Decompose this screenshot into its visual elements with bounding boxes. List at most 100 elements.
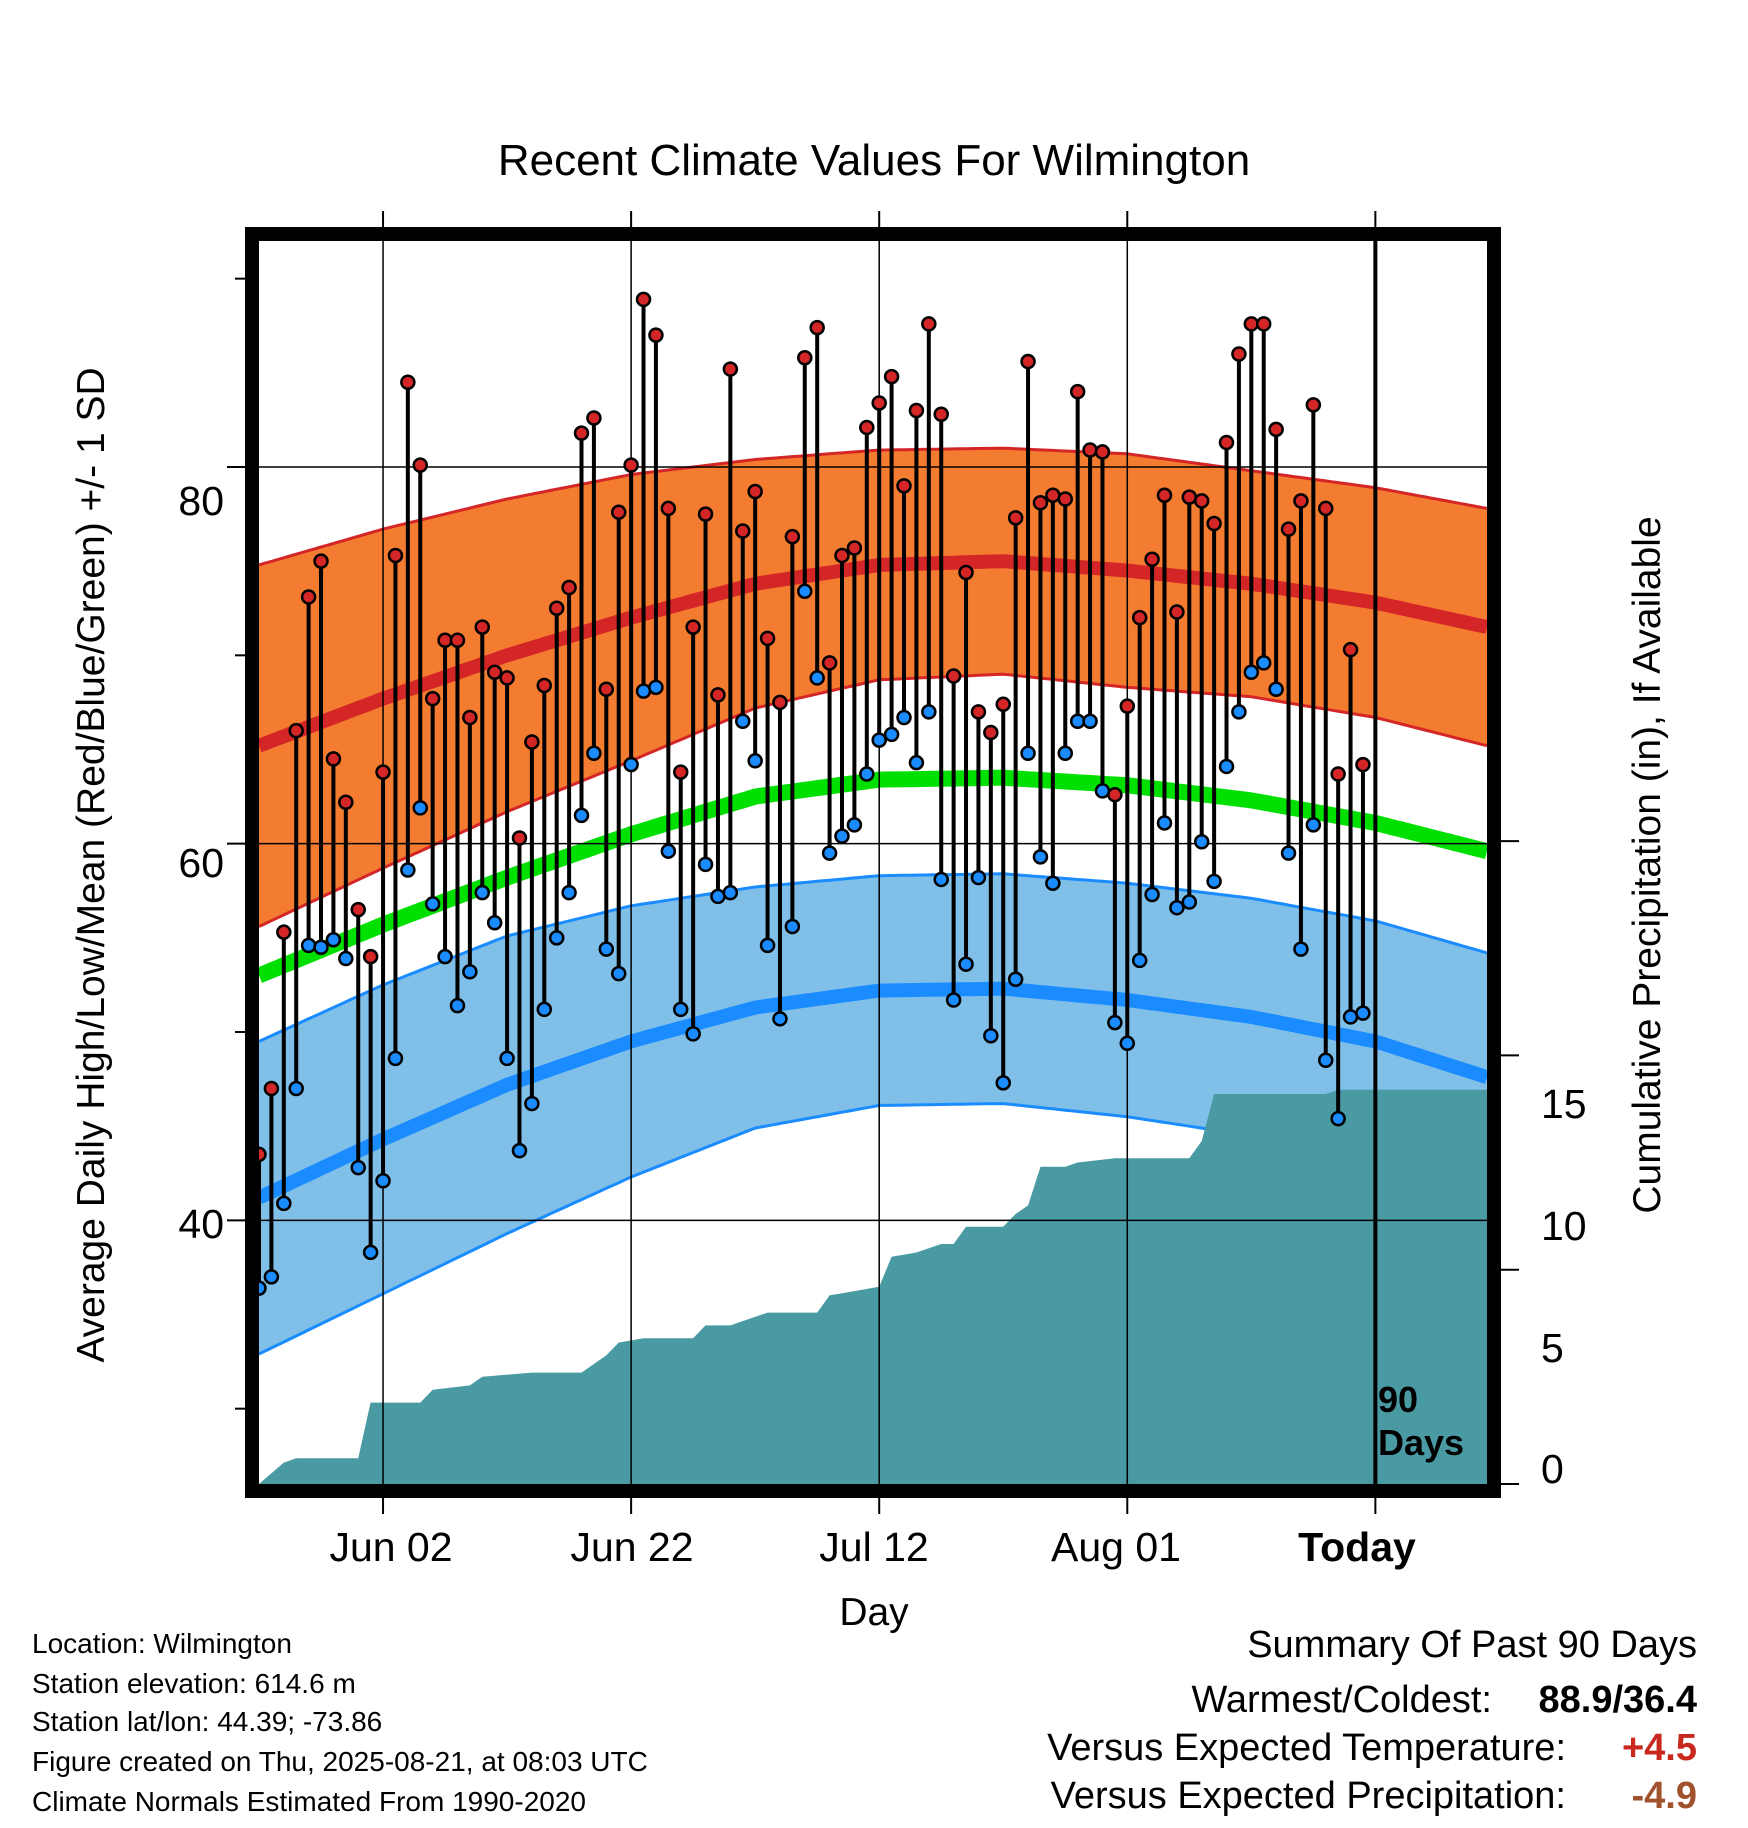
daily-low-point [400,862,416,878]
daily-low-point [1169,899,1185,916]
daily-high-point [871,395,887,411]
daily-high-point [821,655,838,671]
daily-low-point [375,1173,391,1189]
info-latlon: Station lat/lon: 44.39; -73.86 [32,1706,382,1737]
daily-low-point [1305,817,1322,833]
daily-high-point [970,704,987,720]
daily-high-point [598,681,615,697]
today-label: 90 Days [1378,1379,1464,1463]
daily-high-point [635,291,652,308]
daily-high-point [1144,551,1160,568]
daily-low-point [1206,873,1222,890]
daily-low-point [1020,745,1036,762]
daily-low-point [1069,713,1086,729]
daily-high-point [945,668,962,684]
y-tick-label: 80 [178,478,224,524]
x-tick-label: Jun 22 [570,1524,693,1570]
daily-high-point [437,632,453,649]
summary-precip-value: -4.9 [1632,1775,1697,1817]
high-sd-upper-edge [259,446,1487,567]
daily-low-point [1231,704,1247,720]
summary-heading: Summary Of Past 90 Days [1247,1624,1697,1666]
y-tick-label: 60 [178,840,224,886]
y-tick-label: 40 [178,1201,224,1247]
low-sd-upper-edge [259,872,1487,1043]
normal-low-line [259,981,1487,1205]
x-tick-label: Today [1298,1524,1416,1570]
daily-low-point [697,856,714,873]
daily-high-point [548,600,565,616]
daily-low-point [710,888,726,905]
summary-warm-cold-value: 88.9/36.4 [1539,1679,1697,1721]
daily-high-point [1094,444,1111,460]
daily-high-point [1243,316,1260,332]
daily-low-point [821,845,838,861]
x-tick-labels: Jun 02 Jun 22 Jul 12 Aug 01 Today [329,1524,1416,1570]
daily-high-point [362,948,379,965]
daily-high-point [1355,756,1371,773]
daily-high-point [449,632,466,649]
info-location: Location: Wilmington [32,1628,292,1659]
daily-high-point [486,664,503,681]
daily-low-point [338,950,354,967]
daily-low-point [685,1026,701,1042]
daily-low-point [759,937,776,954]
daily-high-point [921,316,937,332]
daily-high-point [772,694,788,711]
daily-low-point [1082,713,1098,729]
daily-high-point [672,764,689,780]
daily-high-point [586,410,602,426]
daily-low-point [1342,1009,1359,1025]
daily-high-point [259,1146,267,1163]
daily-high-point [747,483,763,500]
daily-high-point [499,670,515,686]
daily-high-point [933,406,949,423]
daily-low-point [896,709,912,726]
daily-high-point [1020,353,1036,370]
daily-low-point [1094,783,1111,799]
daily-low-point [797,583,813,600]
daily-high-point [524,734,540,750]
daily-high-point [834,547,850,564]
daily-low-point [548,930,565,946]
daily-high-point [896,478,912,494]
x-tick-label: Jul 12 [819,1524,928,1570]
daily-high-point [1206,515,1222,532]
daily-high-point [809,319,825,336]
daily-low-point [412,800,429,816]
daily-low-point [1255,655,1272,671]
daily-high-point [325,751,342,767]
daily-high-point [412,457,429,473]
daily-high-point [846,540,863,556]
daily-high-point [784,528,801,545]
cumulative-precip-area [259,1089,1487,1484]
daily-high-point [1268,421,1284,438]
daily-high-point [1032,495,1049,511]
y-axis-label: Average Daily High/Low/Mean (Red/Blue/Gr… [70,367,113,1362]
daily-high-point [424,690,441,707]
x-axis-label: Day [839,1591,909,1634]
daily-low-point [995,1075,1011,1091]
daily-high-point [1082,442,1098,458]
daily-low-point [1119,1035,1136,1052]
daily-high-point [1119,698,1136,714]
daily-low-point [586,745,602,762]
daily-high-point [685,619,701,635]
daily-high-point [1330,766,1346,782]
summary-precip-label: Versus Expected Precipitation: [1051,1775,1566,1817]
daily-high-point [1218,434,1235,451]
daily-low-point [1317,1052,1334,1068]
daily-low-point [350,1159,366,1176]
summary-warm-cold-label: Warmest/Coldest: [1191,1679,1492,1721]
daily-low-point [362,1244,379,1261]
daily-low-point [834,828,850,844]
daily-low-point [598,941,615,957]
daily-high-point [288,722,304,739]
high-sd-band [259,448,1487,927]
daily-low-point [1218,758,1235,775]
daily-high-point [759,630,776,647]
x-tick-label: Aug 01 [1051,1524,1181,1570]
daily-low-point [722,884,739,901]
info-normals: Climate Normals Estimated From 1990-2020 [32,1786,586,1817]
